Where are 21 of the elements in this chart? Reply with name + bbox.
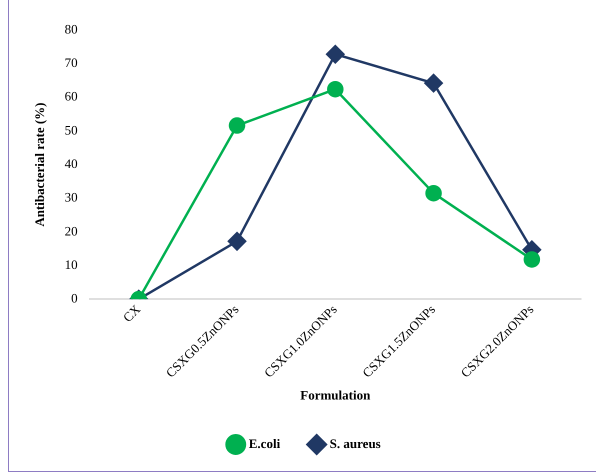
x-axis-title: Formulation xyxy=(300,388,372,403)
point xyxy=(524,251,540,268)
point xyxy=(424,74,443,92)
y-tick-label: 30 xyxy=(64,190,78,205)
y-tick-label: 50 xyxy=(64,122,78,138)
point xyxy=(327,80,344,98)
y-tick-label: 60 xyxy=(64,88,78,104)
y-tick-label: 40 xyxy=(64,156,78,172)
y-tick-label: 0 xyxy=(71,290,78,306)
point xyxy=(326,44,345,64)
y-tick-label: 70 xyxy=(64,55,78,70)
y-tick-label: 10 xyxy=(64,256,78,272)
point xyxy=(228,117,246,134)
point xyxy=(425,184,442,202)
y-tick-label: 80 xyxy=(64,21,78,36)
point xyxy=(228,232,246,251)
x-tick-label: CX xyxy=(120,301,144,326)
y-tick-label: 20 xyxy=(64,223,78,238)
legend-label: S. aureus xyxy=(330,436,381,451)
legend-label: E.coli xyxy=(248,436,281,451)
y-axis-title: Antibacterial rate (%) xyxy=(32,102,48,227)
